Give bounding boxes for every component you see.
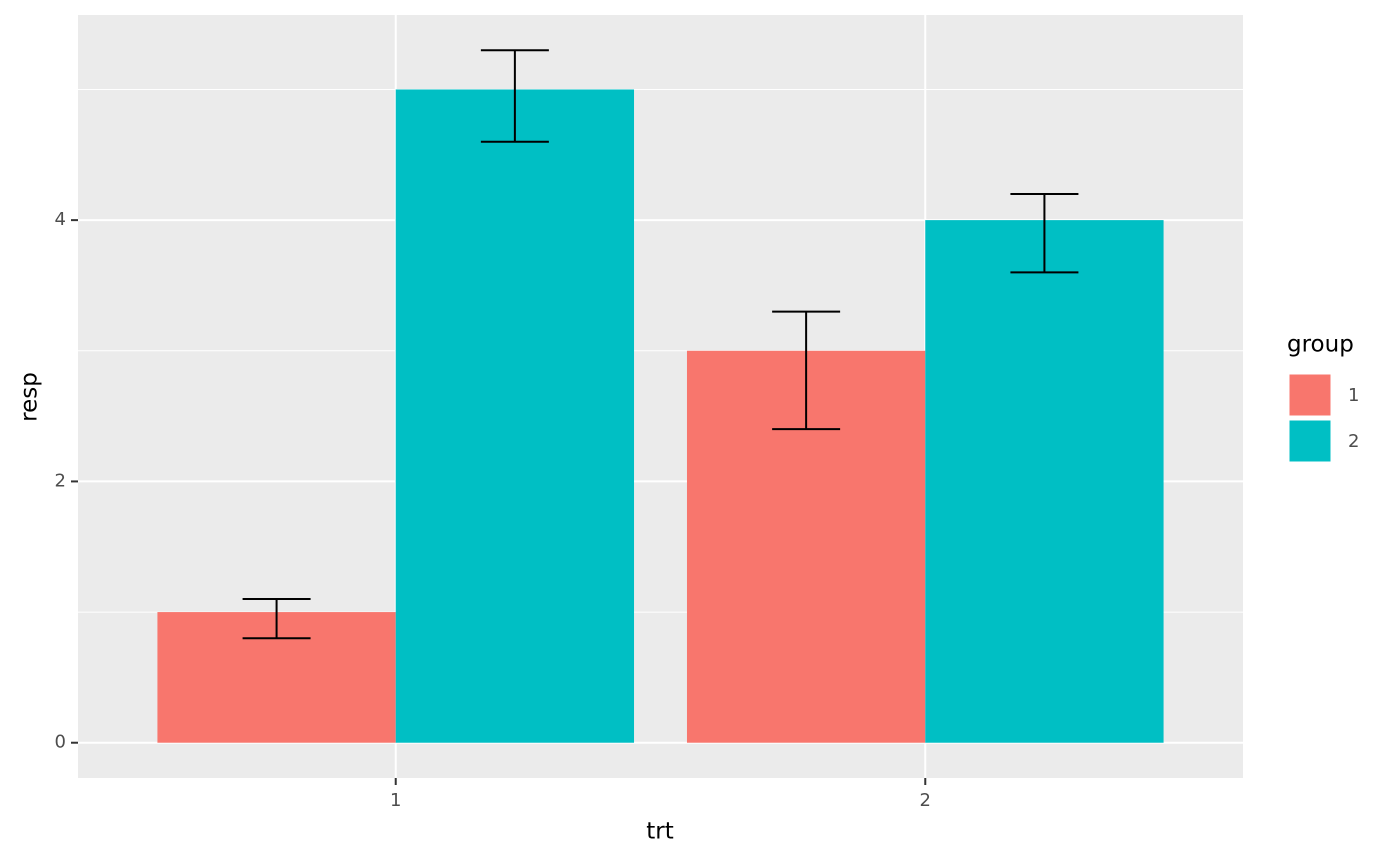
x-tick-label: 2 [920,790,931,811]
error-bar [242,598,311,640]
legend-label: 1 [1348,385,1359,406]
y-axis-title: resp [17,372,43,422]
bar [395,89,635,743]
error-bar [1010,192,1079,274]
bar [925,220,1164,743]
legend-key [1288,419,1332,463]
y-tick-label: 2 [55,470,66,491]
x-tick-label: 1 [390,790,401,811]
x-axis-title: trt [646,819,674,845]
y-tick-label: 4 [55,209,66,230]
error-bar [480,49,549,143]
y-tick-label: 0 [55,732,66,753]
legend-label: 2 [1348,431,1359,452]
legend-key [1288,373,1332,417]
error-bar [772,310,841,431]
legend-title: group [1287,332,1354,358]
